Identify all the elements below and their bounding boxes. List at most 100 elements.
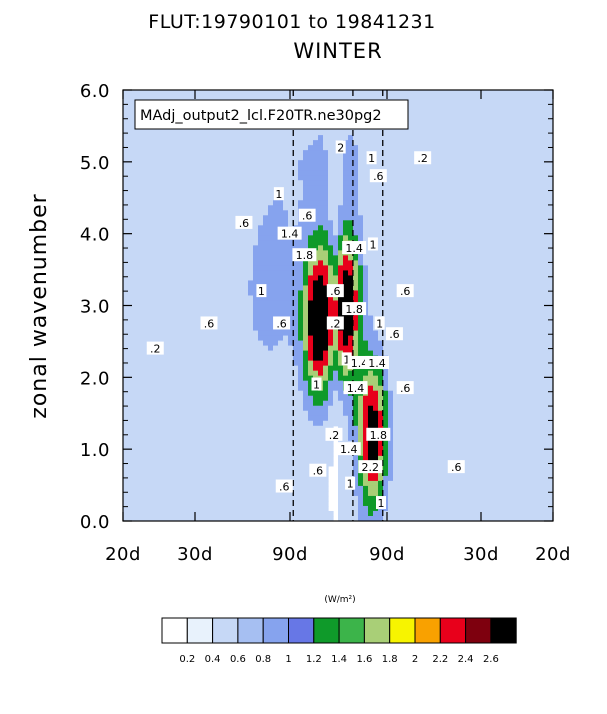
contour-cell bbox=[388, 215, 394, 221]
contour-cell bbox=[318, 310, 324, 317]
contour-cell bbox=[303, 185, 309, 191]
contour-cell bbox=[188, 145, 194, 151]
contour-cell bbox=[328, 265, 334, 272]
contour-cell bbox=[353, 460, 359, 467]
contour-cell bbox=[183, 395, 189, 402]
contour-cell bbox=[123, 515, 129, 521]
contour-cell bbox=[233, 470, 239, 477]
contour-cell bbox=[133, 410, 139, 417]
contour-cell bbox=[403, 140, 409, 146]
contour-cell bbox=[213, 370, 219, 377]
contour-cell bbox=[373, 215, 379, 221]
contour-cell bbox=[243, 160, 249, 166]
contour-cell bbox=[393, 225, 399, 231]
contour-cell bbox=[328, 365, 334, 372]
contour-cell bbox=[198, 475, 204, 482]
contour-cell bbox=[143, 180, 149, 186]
contour-cell bbox=[408, 450, 414, 457]
contour-cell bbox=[203, 490, 209, 497]
contour-cell bbox=[173, 330, 179, 337]
contour-cell bbox=[303, 170, 309, 176]
contour-cell bbox=[148, 310, 154, 317]
contour-cell bbox=[363, 370, 369, 377]
contour-cell bbox=[133, 515, 139, 521]
contour-cell bbox=[233, 130, 239, 136]
contour-cell bbox=[298, 300, 304, 307]
contour-cell bbox=[133, 395, 139, 402]
contour-cell bbox=[158, 245, 164, 251]
contour-cell bbox=[393, 205, 399, 211]
contour-cell bbox=[368, 415, 374, 422]
contour-cell bbox=[358, 420, 364, 427]
contour-cell bbox=[353, 190, 359, 196]
contour-cell bbox=[123, 135, 129, 141]
contour-cell bbox=[283, 260, 289, 267]
contour-cell bbox=[128, 280, 134, 287]
contour-cell bbox=[348, 410, 354, 417]
contour-cell bbox=[288, 450, 294, 457]
contour-cell bbox=[203, 350, 209, 357]
contour-cell bbox=[268, 315, 274, 322]
contour-cell bbox=[183, 365, 189, 372]
contour-cell bbox=[233, 450, 239, 457]
contour-cell bbox=[123, 495, 129, 502]
contour-cell bbox=[178, 175, 184, 181]
contour-cell bbox=[263, 325, 269, 332]
contour-cell bbox=[218, 235, 224, 241]
contour-cell bbox=[188, 445, 194, 452]
contour-cell bbox=[203, 140, 209, 146]
contour-cell bbox=[398, 130, 404, 136]
contour-cell bbox=[193, 220, 199, 226]
contour-cell bbox=[303, 280, 309, 287]
contour-cell bbox=[208, 455, 214, 462]
contour-cell bbox=[198, 175, 204, 181]
contour-cell bbox=[138, 190, 144, 196]
contour-cell bbox=[143, 155, 149, 161]
contour-cell bbox=[318, 355, 324, 362]
contour-cell bbox=[218, 365, 224, 372]
contour-cell bbox=[393, 420, 399, 427]
contour-cell bbox=[253, 480, 259, 487]
contour-cell bbox=[353, 395, 359, 402]
contour-cell bbox=[348, 265, 354, 272]
contour-cell bbox=[133, 205, 139, 211]
contour-cell bbox=[218, 435, 224, 442]
contour-cell bbox=[368, 225, 374, 231]
contour-cell bbox=[168, 430, 174, 437]
contour-cell bbox=[408, 90, 414, 96]
contour-cell bbox=[353, 410, 359, 417]
contour-cell bbox=[283, 475, 289, 482]
contour-cell bbox=[178, 410, 184, 417]
contour-cell bbox=[273, 155, 279, 161]
contour-cell bbox=[163, 265, 169, 272]
contour-cell bbox=[318, 505, 324, 512]
contour-cell bbox=[208, 375, 214, 382]
contour-cell bbox=[253, 400, 259, 407]
contour-cell bbox=[343, 265, 349, 272]
contour-cell bbox=[188, 475, 194, 482]
contour-cell bbox=[383, 400, 389, 407]
contour-cell bbox=[288, 430, 294, 437]
contour-cell bbox=[198, 275, 204, 282]
contour-cell bbox=[318, 330, 324, 337]
contour-cell bbox=[283, 160, 289, 166]
contour-cell bbox=[388, 385, 394, 392]
contour-cell bbox=[308, 360, 314, 367]
contour-cell bbox=[413, 90, 419, 96]
contour-cell bbox=[203, 285, 209, 292]
contour-cell bbox=[358, 195, 364, 201]
contour-cell bbox=[358, 455, 364, 462]
contour-cell bbox=[408, 475, 414, 482]
contour-cell bbox=[358, 235, 364, 241]
contour-cell bbox=[383, 415, 389, 422]
contour-cell bbox=[408, 320, 414, 327]
contour-cell bbox=[268, 260, 274, 267]
contour-cell bbox=[348, 230, 354, 236]
contour-cell bbox=[323, 215, 329, 221]
contour-cell bbox=[288, 495, 294, 502]
contour-cell bbox=[223, 345, 229, 352]
contour-cell bbox=[343, 180, 349, 186]
contour-cell bbox=[253, 325, 259, 332]
contour-cell bbox=[203, 495, 209, 502]
contour-cell bbox=[338, 90, 344, 96]
